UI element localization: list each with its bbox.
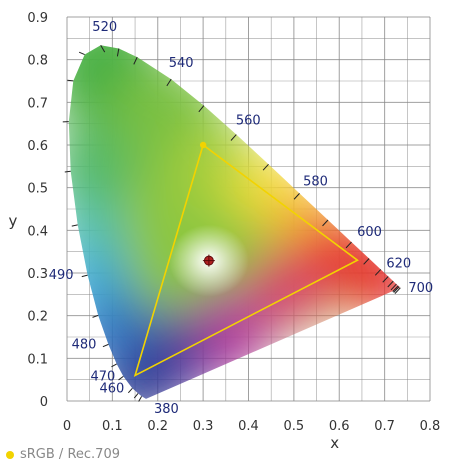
wavelength-tick [262, 163, 269, 171]
wavelength-label: 490 [49, 268, 74, 283]
wavelength-tick [392, 285, 399, 292]
legend: sRGB / Rec.709 [6, 447, 120, 462]
y-tick-label: 0.5 [27, 182, 48, 197]
y-tick-label: 0 [40, 395, 48, 410]
wavelength-ticks [62, 44, 401, 402]
wavelength-tick [382, 276, 389, 283]
y-tick-label: 0.7 [27, 96, 48, 111]
wavelength-tick [133, 56, 138, 65]
axis-tick-labels: 0 0.1 0.2 0.3 0.4 0.5 0.6 0.7 0.8 0 0.1 0.2 0.3 0.4 0.… [27, 11, 440, 434]
y-tick-label: 0.2 [27, 310, 48, 325]
wavelength-tick [111, 363, 117, 368]
wavelength-label: 480 [72, 337, 97, 352]
wavelength-tick [81, 274, 88, 278]
x-tick-label: 0.1 [102, 419, 123, 434]
wavelength-label: 520 [92, 20, 117, 35]
x-axis-label: x [330, 434, 339, 452]
srgb-green-primary [199, 141, 207, 149]
wavelength-label: 600 [357, 225, 382, 240]
wavelength-tick [64, 170, 71, 173]
wavelength-tick [322, 219, 329, 227]
wavelength-tick [293, 193, 300, 200]
srgb-triangle [133, 141, 359, 377]
y-tick-label: 0.3 [27, 267, 48, 282]
wavelength-label: 560 [236, 114, 261, 129]
legend-label: sRGB / Rec.709 [20, 447, 120, 462]
wavelength-label: 580 [303, 174, 328, 189]
wavelength-tick [230, 134, 237, 141]
y-tick-label: 0.6 [27, 139, 48, 154]
wavelength-tick [345, 241, 352, 249]
wavelength-tick [118, 375, 124, 381]
wavelength-tick [102, 343, 109, 348]
y-tick-label: 0.9 [27, 11, 48, 26]
wavelength-tick [71, 224, 78, 227]
wavelength-tick [363, 258, 370, 265]
wavelength-label: 620 [386, 256, 411, 271]
wavelength-tick [78, 51, 85, 56]
y-axis-label: y [9, 212, 18, 230]
x-tick-label: 0 [63, 419, 71, 434]
wavelength-label: 470 [90, 369, 115, 384]
legend-marker [6, 450, 14, 459]
srgb-gamut-triangle [133, 143, 359, 377]
y-tick-label: 0.8 [27, 54, 48, 69]
wavelength-label: 700 [408, 281, 433, 296]
x-tick-label: 0.4 [238, 419, 259, 434]
wavelength-tick [393, 286, 400, 293]
wavelength-tick [374, 269, 382, 276]
wavelength-tick [138, 396, 143, 402]
wavelength-label: 460 [100, 381, 125, 396]
x-tick-label: 0.5 [284, 419, 305, 434]
wavelength-tick [198, 105, 205, 113]
wavelength-tick [166, 78, 172, 87]
x-tick-label: 0.3 [193, 419, 214, 434]
spectral-gamut-fill [68, 45, 401, 399]
wavelength-tick [67, 79, 74, 82]
wavelength-tick [394, 287, 401, 294]
wavelength-tick [116, 48, 120, 57]
wavelength-tick [92, 314, 99, 318]
y-tick-label: 0.4 [27, 224, 48, 239]
wavelength-tick [100, 44, 106, 53]
wavelength-tick [133, 393, 139, 399]
white-point-marker [202, 254, 215, 267]
wavelength-tick [387, 280, 394, 288]
wavelength-label: 540 [169, 56, 194, 71]
wavelength-tick [390, 283, 397, 291]
x-tick-label: 0.2 [147, 419, 168, 434]
x-tick-label: 0.6 [329, 419, 350, 434]
y-tick-label: 0.1 [27, 352, 48, 367]
x-tick-label: 0.7 [374, 419, 395, 434]
wavelength-label: 380 [154, 402, 179, 417]
wavelength-tick [127, 387, 133, 394]
x-tick-label: 0.8 [420, 419, 441, 434]
